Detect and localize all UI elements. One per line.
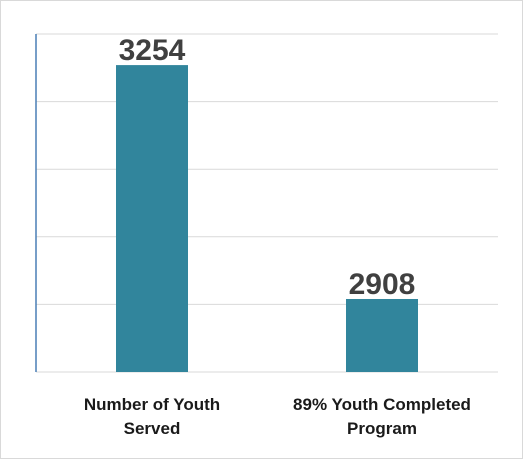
data-label-2: 2908 [349,268,416,301]
category-label-2: 89% Youth Completed Program [293,395,471,438]
bar-1 [116,65,188,372]
category-labels: Number of Youth Served 89% Youth Completed… [84,395,471,438]
bars [116,65,418,372]
bar-2 [346,298,418,372]
category-label-1: Number of Youth Served [84,395,220,438]
data-labels: 3254 2908 [119,34,416,301]
gridlines [36,33,498,373]
data-label-1: 3254 [119,34,186,67]
